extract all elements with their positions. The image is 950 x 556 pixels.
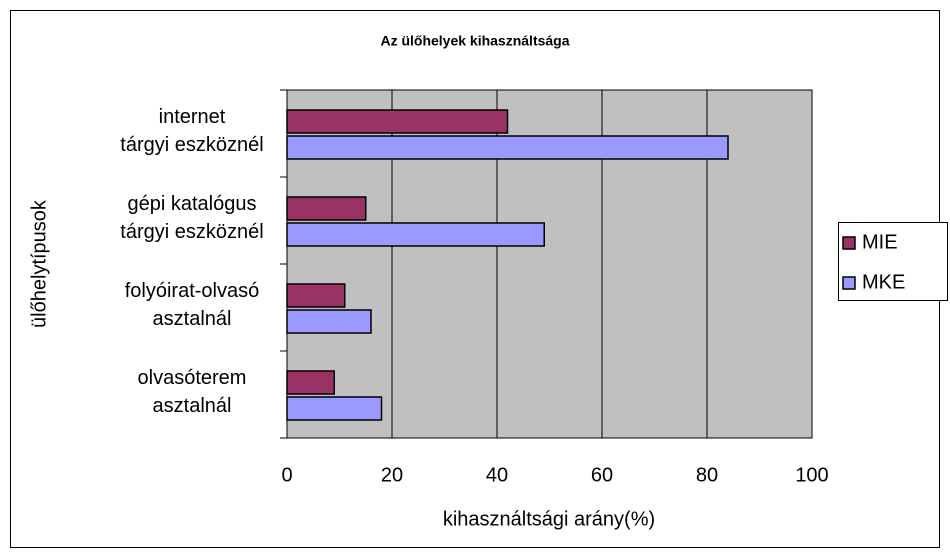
legend-label: MIE: [862, 231, 898, 253]
legend-box: [838, 222, 948, 301]
y-tick-label: tárgyi eszköznél: [120, 134, 263, 156]
bar: [286, 396, 383, 421]
y-tick-label: asztalnál: [153, 395, 232, 417]
bar: [286, 370, 335, 395]
y-tick-label: asztalnál: [153, 308, 232, 330]
x-tick-label: 0: [281, 464, 292, 486]
bar: [286, 222, 545, 247]
y-tick-label: folyóirat-olvasó: [125, 280, 260, 302]
bar: [286, 109, 509, 134]
x-tick-label: 40: [486, 464, 508, 486]
y-tick-label: internet: [159, 106, 226, 128]
x-tick-label: 20: [381, 464, 403, 486]
y-tick-label: tárgyi eszköznél: [120, 221, 263, 243]
chart-title: Az ülőhelyek kihasználtsága: [380, 33, 569, 49]
bar: [286, 196, 367, 221]
legend-label: MKE: [862, 271, 905, 293]
x-axis-title: kihasználtsági arány(%): [443, 508, 655, 530]
legend-swatch: [842, 276, 856, 290]
x-tick-label: 100: [795, 464, 828, 486]
x-tick-label: 60: [591, 464, 613, 486]
y-tick-label: olvasóterem: [138, 367, 247, 389]
y-tick-label: gépi katalógus: [128, 193, 257, 215]
y-axis-title: ülőhelytípusok: [28, 199, 50, 328]
bar: [286, 283, 346, 308]
x-tick-label: 80: [696, 464, 718, 486]
bar: [286, 309, 372, 334]
bar: [286, 135, 729, 160]
legend-swatch: [842, 236, 856, 250]
